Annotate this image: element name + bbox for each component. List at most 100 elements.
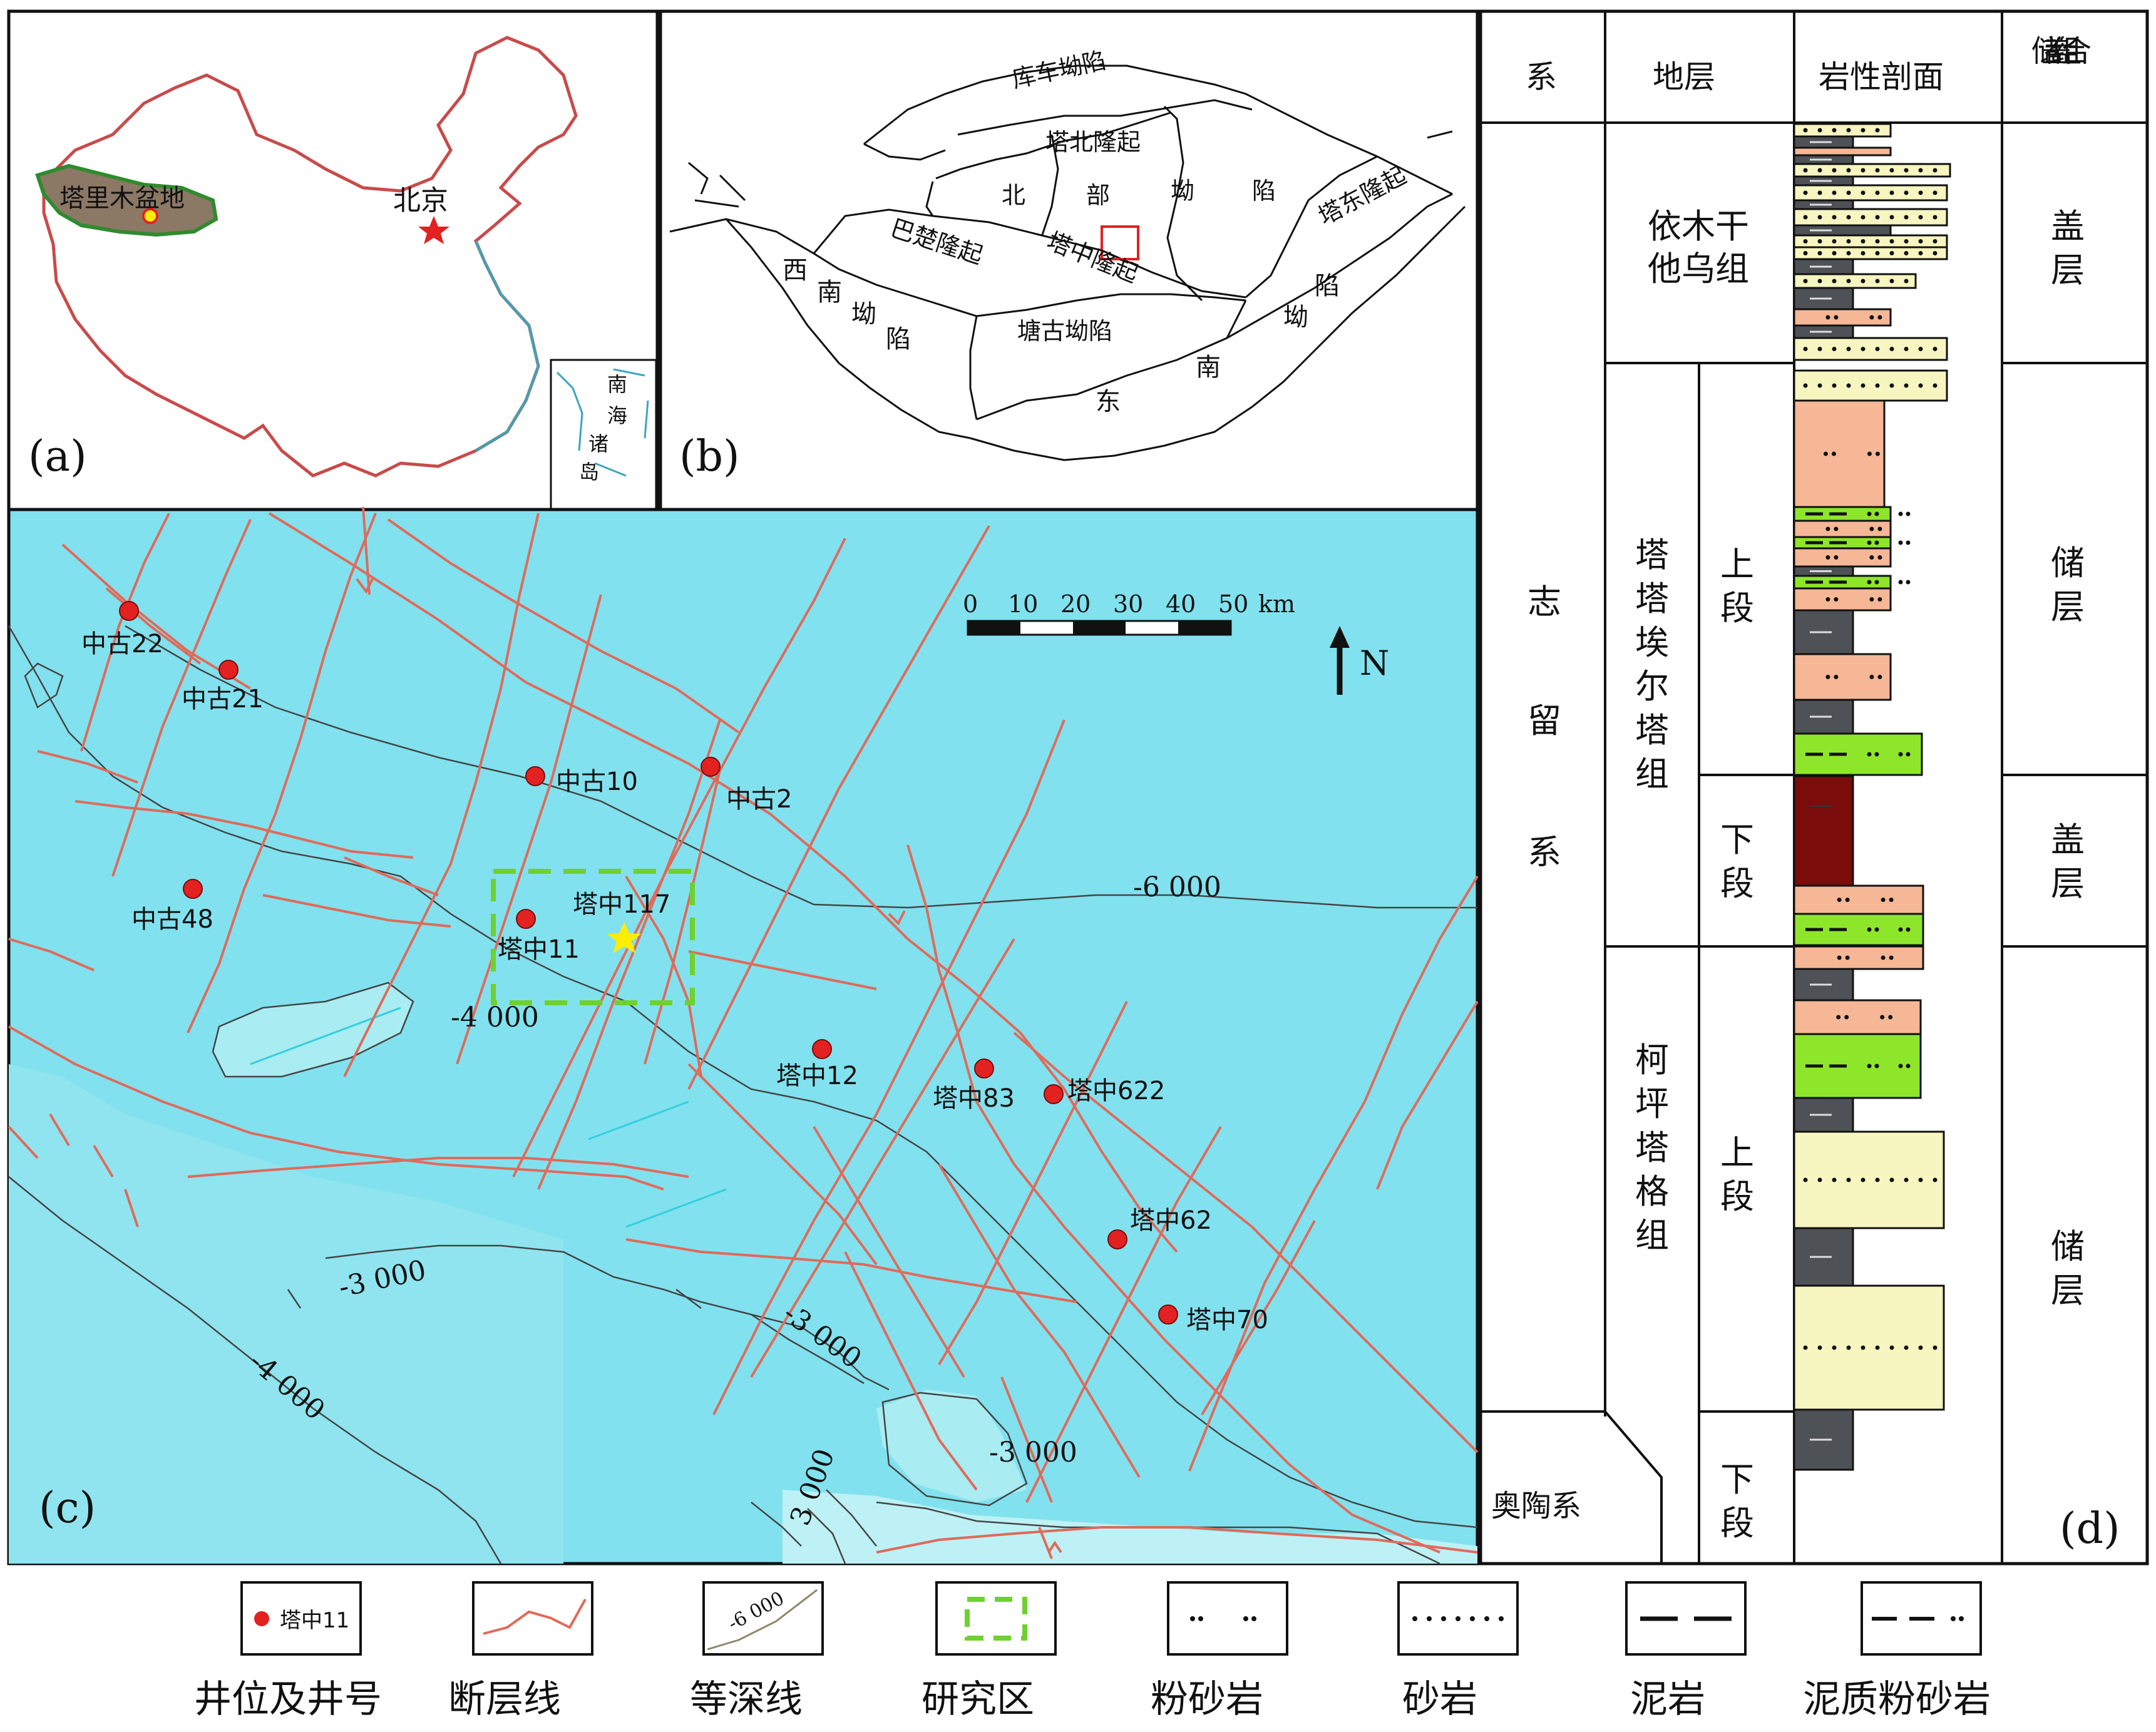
- study-area-box: [491, 869, 695, 1005]
- fm-tata-2: 塔: [1635, 579, 1669, 618]
- lith-symbol: [1803, 383, 1808, 388]
- lith-symbol: [1869, 675, 1874, 679]
- legend-label-argsilt: 泥质粉砂岩: [1803, 1678, 1991, 1721]
- fm-keping-4: 格: [1635, 1172, 1669, 1211]
- lith-symbol: [1832, 251, 1837, 255]
- lith-symbol: [1832, 128, 1837, 133]
- legend-label-fault: 断层线: [448, 1678, 561, 1721]
- panel-a: 塔里木盆地 北京 南 海 诸 岛 (a): [7, 9, 659, 513]
- role-res-2b: 层: [2051, 1271, 2085, 1310]
- contour-label-3000-c: -3 000: [989, 1437, 1077, 1468]
- legend-contour-icon: [707, 1589, 818, 1651]
- scale-tick-10: 10: [1008, 590, 1038, 618]
- basin-marker-icon: [142, 208, 158, 224]
- lith-symbol: [1869, 597, 1874, 602]
- inset-label-2: 海: [607, 404, 627, 428]
- legend-label-contour: 等深线: [690, 1678, 803, 1721]
- lith-bed: [1793, 1097, 1854, 1133]
- well-tazhong11-icon: [516, 909, 536, 929]
- lith-symbol: [1817, 215, 1822, 220]
- lith-bed: [1793, 208, 1948, 227]
- lith-symbol: [1846, 215, 1851, 220]
- unit-tanggu: 塘古坳陷: [1017, 317, 1112, 345]
- lith-symbol: [1904, 215, 1909, 220]
- unit-dongnan-2: 南: [1196, 353, 1221, 382]
- lith-bed: [1793, 308, 1892, 327]
- unit-bu: 部: [1086, 182, 1110, 209]
- member-upper-2b: 段: [1720, 1177, 1754, 1216]
- lith-symbol: [1817, 128, 1822, 133]
- lith-symbol: [1803, 128, 1808, 133]
- lith-symbol: [1898, 927, 1903, 932]
- member-lower-2b: 段: [1720, 1504, 1754, 1543]
- contour-lines: [8, 625, 1478, 1565]
- lith-symbol: [1874, 752, 1879, 757]
- header-strata: 地层: [1653, 59, 1715, 95]
- lith-symbol: [1844, 1015, 1849, 1020]
- scale-tick-50: 50: [1218, 590, 1248, 618]
- legend-label-well: 井位及井号: [194, 1678, 382, 1721]
- lith-symbol: [1906, 580, 1911, 585]
- fm-tata-4: 尔: [1635, 667, 1669, 706]
- legend: 塔中11 -6 000 井位及井号 断层线 等深线 研究区 粉砂岩 砂岩 泥: [194, 1581, 1991, 1721]
- lith-bed: [1793, 184, 1948, 202]
- lith-symbol: [1933, 215, 1938, 220]
- lith-symbol: [1889, 251, 1894, 255]
- panel-d: 系 地层 岩性剖面 储盖组合 志 留 系 奥陶系 依木干 他乌组 塔 塔 埃 尔…: [1479, 9, 2149, 1565]
- north-arrow-icon: [1330, 626, 1350, 648]
- lith-symbol: [1904, 347, 1909, 351]
- lith-symbol: [1918, 383, 1923, 388]
- lith-symbol: [1861, 1345, 1866, 1350]
- well-label-zhonggu10: 中古10: [556, 767, 638, 796]
- lith-symbol: [1918, 347, 1923, 351]
- lith-symbol: [1875, 1345, 1880, 1350]
- lith-symbol: [1867, 752, 1872, 757]
- lith-symbol: [1875, 383, 1880, 388]
- well-label-zhonggu2: 中古2: [726, 785, 792, 814]
- legend-label-study: 研究区: [921, 1678, 1034, 1721]
- member-upper-1a: 上: [1720, 545, 1754, 584]
- capital-star-icon: [418, 216, 449, 244]
- lith-symbol: [1904, 1345, 1909, 1350]
- lith-symbol: [1817, 279, 1822, 284]
- lith-symbol: [1817, 1345, 1822, 1350]
- well-zhonggu21-icon: [218, 660, 239, 680]
- contour-label-6000: -6 000: [1133, 871, 1221, 903]
- lith-symbol: [1832, 1345, 1837, 1350]
- legend-sandstone-icon: [1412, 1616, 1504, 1621]
- lith-bed: [1793, 224, 1892, 237]
- lith-symbol: [1918, 1177, 1923, 1182]
- well-zhonggu48-icon: [183, 879, 203, 899]
- scale-unit: km: [1258, 590, 1295, 618]
- lith-symbol: [1846, 383, 1851, 388]
- lith-symbol: [1904, 190, 1909, 195]
- scale-tick-30: 30: [1113, 590, 1143, 618]
- lith-symbol: [1825, 315, 1830, 320]
- lith-symbol: [1834, 675, 1839, 679]
- lith-symbol: [1817, 347, 1822, 351]
- lith-symbol: [1867, 580, 1872, 585]
- lith-symbol: [1904, 383, 1909, 388]
- well-tazhong12-icon: [812, 1039, 832, 1059]
- role-cap-2b: 层: [2051, 864, 2085, 903]
- lith-symbol: [1861, 1177, 1866, 1182]
- lith-symbol: [1803, 251, 1808, 255]
- lith-symbol: [1832, 215, 1837, 220]
- lith-symbol: [1803, 215, 1808, 220]
- scale-seg-1: [968, 621, 1020, 635]
- lith-symbol: [1904, 279, 1909, 284]
- header-lithology: 岩性剖面: [1819, 59, 1944, 95]
- lith-bed: [1793, 775, 1854, 887]
- lith-symbol: [1834, 597, 1839, 602]
- lith-symbol: [1889, 279, 1894, 284]
- lith-symbol: [1918, 1345, 1923, 1350]
- lith-symbol: [1875, 239, 1880, 243]
- lith-symbol: [1846, 251, 1851, 255]
- lith-symbol: [1825, 675, 1830, 679]
- panel-c-label: (c): [39, 1483, 96, 1533]
- member-lower-1b: 段: [1720, 864, 1754, 903]
- lith-symbol: [1918, 215, 1923, 220]
- lith-symbol: [1861, 383, 1866, 388]
- scale-seg-3: [1073, 621, 1126, 635]
- fm-keping-3: 塔: [1635, 1128, 1669, 1167]
